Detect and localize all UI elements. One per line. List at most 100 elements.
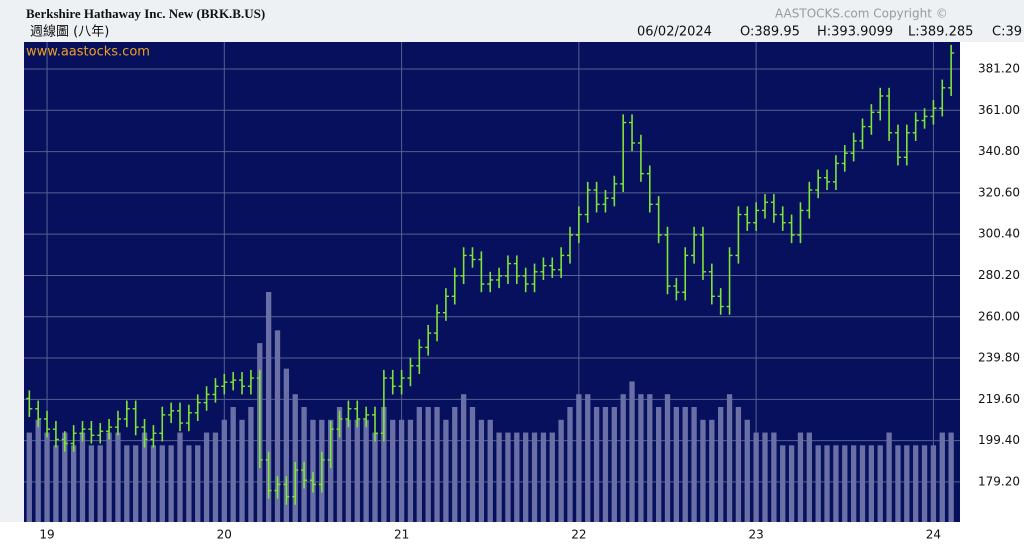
x-tick-label: 19 xyxy=(39,528,54,542)
volume-bar xyxy=(602,407,609,522)
volume-bar xyxy=(549,432,555,522)
volume-bar xyxy=(877,445,883,522)
volume-bar xyxy=(709,419,715,522)
volume-bar xyxy=(336,407,343,522)
y-tick-label: 280.20 xyxy=(978,268,1020,282)
volume-bars xyxy=(26,292,954,522)
volume-bar xyxy=(452,407,458,522)
volume-bar xyxy=(576,394,582,522)
y-tick-label: 320.60 xyxy=(978,185,1020,199)
volume-bar xyxy=(567,407,573,522)
volume-bar xyxy=(328,419,334,522)
volume-bar xyxy=(523,432,529,522)
volume-bar xyxy=(416,407,422,522)
quote-low: L:389.285 xyxy=(908,25,973,40)
volume-bar xyxy=(496,432,502,522)
volume-bar xyxy=(531,432,538,522)
y-tick-label: 381.20 xyxy=(978,61,1020,75)
volume-bar xyxy=(700,419,706,522)
volume-bar xyxy=(948,432,954,522)
x-tick-label: 21 xyxy=(394,528,409,542)
volume-bar xyxy=(115,432,121,522)
volume-bar xyxy=(79,432,86,522)
volume-bar xyxy=(381,407,387,522)
volume-bar xyxy=(718,407,724,522)
volume-bar xyxy=(868,445,875,522)
volume-bar xyxy=(682,407,688,522)
volume-bar xyxy=(886,432,892,522)
volume-bar xyxy=(292,394,298,522)
volume-bar xyxy=(168,445,174,522)
volume-bar xyxy=(124,445,130,522)
volume-bar xyxy=(354,419,360,522)
volume-bar xyxy=(895,445,901,522)
volume-bar xyxy=(70,445,77,522)
volume-bar xyxy=(478,419,485,522)
x-tick-label: 23 xyxy=(748,528,763,542)
volume-bar xyxy=(372,432,378,522)
volume-bar xyxy=(97,445,103,522)
volume-bar xyxy=(930,445,937,522)
volume-bar xyxy=(390,419,396,522)
price-bars xyxy=(26,44,955,505)
volume-bar xyxy=(850,445,857,522)
volume-bar xyxy=(230,407,236,522)
x-tick-label: 22 xyxy=(571,528,586,542)
volume-bar xyxy=(265,292,272,522)
volume-bar xyxy=(88,445,95,522)
volume-bar xyxy=(771,432,777,522)
volume-bar xyxy=(593,407,600,522)
subtitle: 週線圖 (八年) xyxy=(30,24,109,40)
volume-bar xyxy=(460,394,467,522)
volume-bar xyxy=(133,445,139,522)
volume-bar xyxy=(141,432,148,522)
volume-bar xyxy=(159,445,165,522)
quote-open: O:389.95 xyxy=(740,25,800,40)
volume-bar xyxy=(735,407,742,522)
volume-bar xyxy=(203,432,210,522)
volume-bar xyxy=(212,432,219,522)
volume-bar xyxy=(177,432,183,522)
volume-bar xyxy=(842,445,848,522)
copyright: AASTOCKS.com Copyright © xyxy=(775,7,948,21)
volume-bar xyxy=(53,445,59,522)
volume-bar xyxy=(913,445,919,522)
volume-bar xyxy=(620,394,626,522)
volume-bar xyxy=(788,445,795,522)
y-tick-label: 179.20 xyxy=(978,474,1020,488)
volume-bar xyxy=(248,407,254,522)
volume-bar xyxy=(762,432,768,522)
volume-bar xyxy=(664,394,671,522)
volume-bar xyxy=(859,445,866,522)
volume-bar xyxy=(35,419,41,522)
volume-bar xyxy=(673,407,680,522)
quote-close: C:39 xyxy=(992,25,1022,40)
volume-bar xyxy=(62,432,68,522)
axis-panel xyxy=(960,42,1024,522)
volume-bar xyxy=(186,445,192,522)
volume-bar xyxy=(824,445,830,522)
volume-bar xyxy=(904,445,910,522)
volume-bar xyxy=(469,407,476,522)
volume-bar xyxy=(398,419,405,522)
volume-bar xyxy=(806,432,812,522)
volume-bar xyxy=(585,394,591,522)
volume-bar xyxy=(44,432,50,522)
volume-bar xyxy=(629,381,635,522)
source: www.aastocks.com xyxy=(26,45,150,60)
axis-panel xyxy=(0,522,1024,546)
volume-bar xyxy=(833,445,839,522)
volume-bar xyxy=(655,407,662,522)
volume-bar xyxy=(150,445,157,522)
volume-bar xyxy=(310,419,316,522)
volume-bar xyxy=(345,419,352,522)
y-tick-label: 219.60 xyxy=(978,392,1020,406)
volume-bar xyxy=(505,432,511,522)
volume-bar xyxy=(106,432,112,522)
volume-bar xyxy=(425,407,431,522)
volume-bar xyxy=(611,407,617,522)
volume-bar xyxy=(274,330,281,522)
chart-title: Berkshire Hathaway Inc. New (BRK.B.US) xyxy=(26,6,265,21)
y-tick-label: 361.00 xyxy=(978,103,1020,117)
